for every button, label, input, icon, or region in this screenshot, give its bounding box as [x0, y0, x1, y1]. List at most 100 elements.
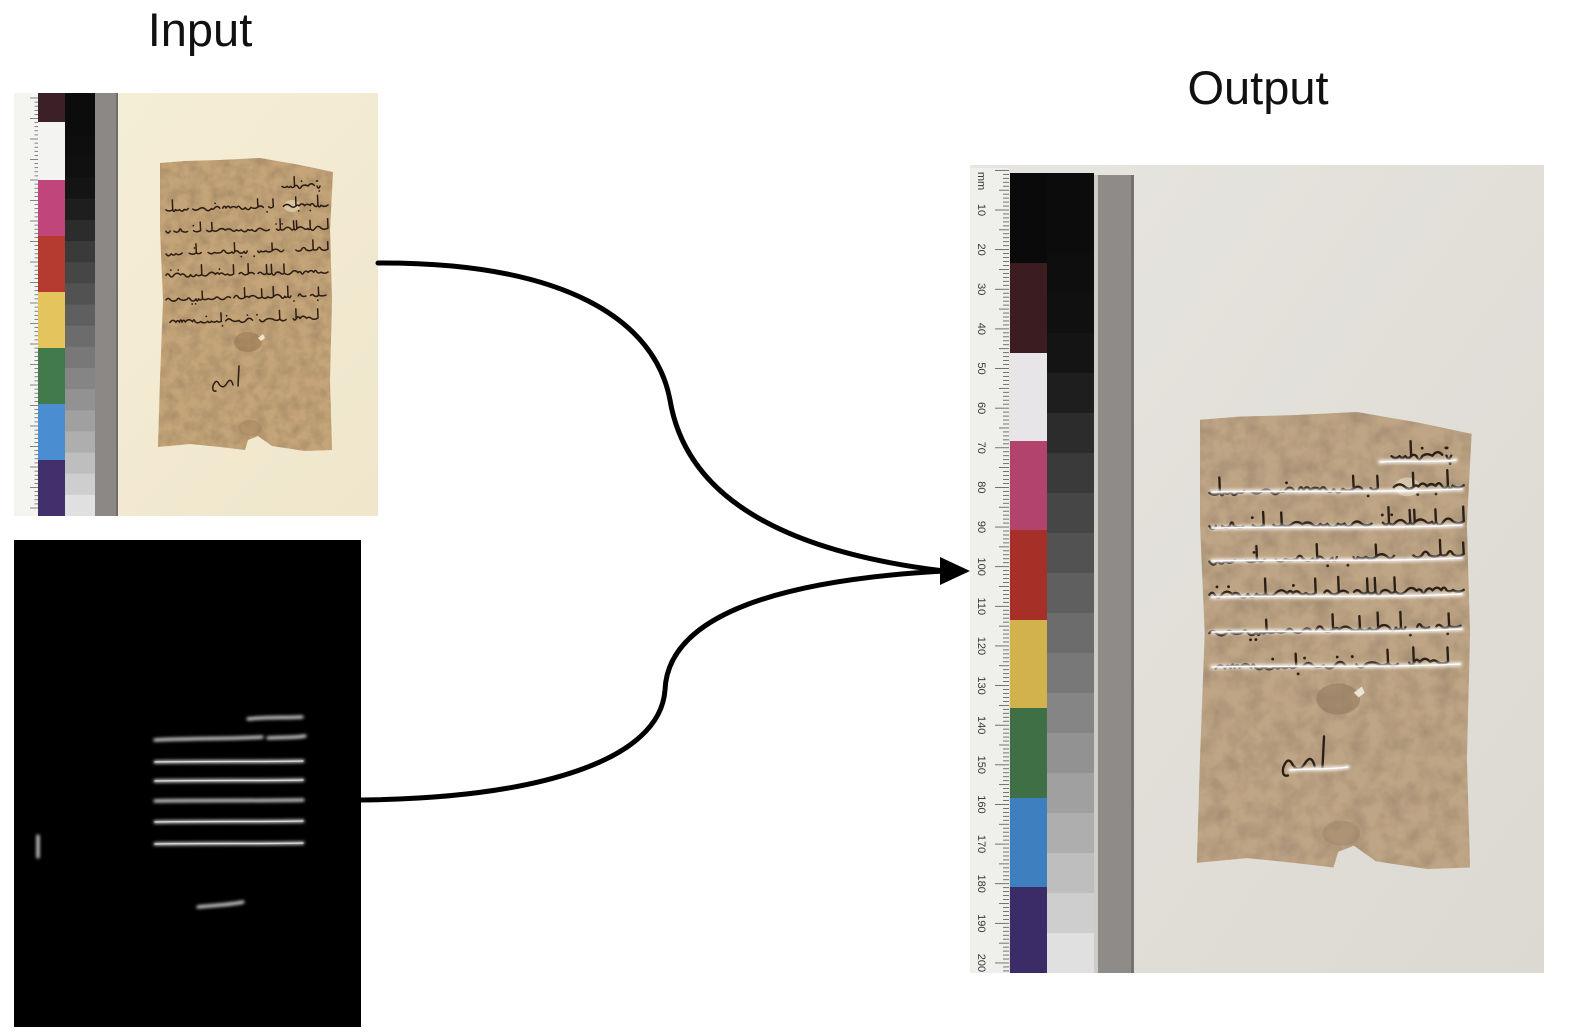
color-swatch [1010, 263, 1047, 353]
gray-step [65, 304, 95, 327]
output-gray-bar-edge [1131, 175, 1134, 973]
color-swatch [38, 292, 65, 348]
gray-step [65, 241, 95, 263]
output-document-photo: mm 10 20 30 40 50 60 70 80 90 100 110 120 130 140 150 16… [970, 165, 1544, 973]
gray-step [1047, 293, 1094, 334]
ruler-label: 100 [975, 557, 987, 575]
ruler-label: 80 [975, 481, 987, 493]
gray-step [1047, 413, 1094, 454]
gray-step [1047, 213, 1094, 254]
gray-step [65, 262, 95, 284]
output-ruler: mm 10 20 30 40 50 60 70 80 90 100 110 120 130 140 150 16… [970, 168, 1009, 973]
ruler-label: 150 [975, 756, 987, 774]
mask-streak [153, 735, 264, 742]
gray-step [1047, 933, 1094, 973]
gray-step [65, 135, 95, 158]
input-color-chart [38, 93, 65, 516]
mask-streak [196, 900, 245, 909]
gray-step [1047, 533, 1094, 574]
line-highlight-core [1211, 593, 1463, 598]
line-highlight-core [1211, 557, 1463, 562]
gray-step [1047, 613, 1094, 654]
gray-step [65, 325, 95, 348]
ruler-label: 70 [975, 442, 987, 454]
mask-streak [266, 734, 307, 740]
gray-step [65, 389, 95, 411]
mask-streak-core [154, 760, 304, 763]
input-papyrus [158, 158, 333, 451]
line-highlight-core [1289, 766, 1349, 771]
arrow-from-mask [358, 568, 947, 803]
ruler-label: 10 [975, 204, 987, 216]
input-ruler-strip [14, 93, 38, 516]
color-swatch [1010, 530, 1047, 620]
input-gray-bar-edge [116, 93, 118, 516]
color-swatch [1010, 798, 1047, 887]
gray-step [1047, 373, 1094, 414]
ruler-label: 30 [975, 283, 987, 295]
color-swatch [1010, 887, 1047, 973]
arrows [358, 260, 970, 803]
ruler-label: 160 [975, 795, 987, 813]
input-gray-bar [95, 93, 118, 516]
mask-streak-cores [154, 760, 304, 845]
color-swatch [38, 236, 65, 292]
input-title: Input [148, 3, 253, 56]
line-highlight-core [1211, 524, 1463, 529]
gray-step [65, 93, 95, 115]
gray-step [65, 219, 95, 242]
gray-step [1047, 453, 1094, 494]
arrowhead [940, 557, 970, 585]
gray-step [1047, 853, 1094, 894]
gray-step [1047, 773, 1094, 814]
color-swatch [38, 122, 65, 180]
output-line-highlights [1210, 458, 1464, 772]
mask-streak-core [154, 779, 304, 782]
line-highlight-core [1379, 459, 1457, 463]
color-swatch [38, 180, 65, 236]
input-ruler [14, 93, 38, 516]
gray-step [65, 198, 95, 221]
arrow-from-document [375, 260, 947, 574]
output-grayscale-chart [1047, 173, 1094, 973]
input-grayscale-chart [65, 93, 95, 516]
mask-streak [153, 798, 305, 803]
output-ruler-strip [970, 168, 1009, 973]
color-swatch [1010, 353, 1047, 441]
ruler-label: 130 [975, 676, 987, 694]
gray-step [1047, 733, 1094, 774]
mask-streak [246, 715, 304, 721]
gray-step [65, 346, 95, 369]
ruler-label: 50 [975, 362, 987, 374]
gray-step [1047, 173, 1094, 214]
line-highlight-core [1211, 628, 1463, 633]
gray-step [1047, 493, 1094, 534]
gray-step [65, 431, 95, 454]
gray-step [65, 473, 95, 496]
color-swatch [38, 93, 65, 122]
ruler-label: 60 [975, 402, 987, 414]
input-document-photo [14, 93, 378, 516]
output-gray-bar [1098, 175, 1133, 973]
color-swatch [1010, 620, 1047, 708]
color-swatch [38, 404, 65, 460]
gray-step [65, 452, 95, 475]
gray-step [1047, 573, 1094, 614]
gray-step [65, 177, 95, 200]
gray-step [65, 114, 95, 136]
ruler-label: 120 [975, 637, 987, 655]
output-gray-bar-gap [1094, 175, 1098, 973]
color-swatch [38, 348, 65, 404]
ruler-label: 170 [975, 835, 987, 853]
gray-step [65, 410, 95, 432]
mask-streak-core [154, 842, 304, 845]
line-highlight-core [1211, 488, 1463, 493]
ruler-label: 200 [975, 954, 987, 972]
ruler-label: 90 [975, 521, 987, 533]
ruler-unit-label: mm [975, 172, 987, 190]
output-color-chart [1010, 173, 1047, 973]
color-swatch [1010, 441, 1047, 530]
gray-step [1047, 813, 1094, 854]
gray-step [65, 494, 95, 516]
